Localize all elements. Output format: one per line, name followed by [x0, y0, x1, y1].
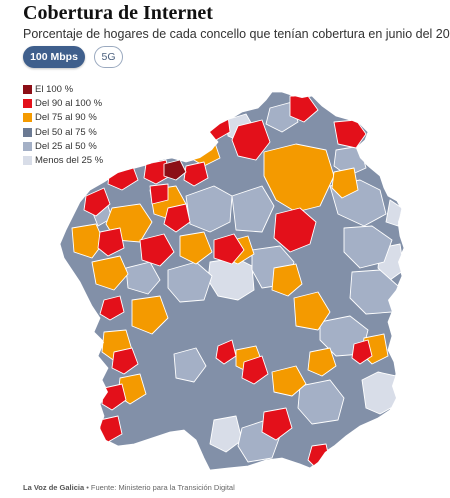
- region-90-100: [215, 339, 237, 365]
- region-90-100: [231, 119, 271, 161]
- brand-label: La Voz de Galicia: [23, 483, 85, 492]
- map-legend: El 100 % Del 90 al 100 % Del 75 al 90 % …: [23, 82, 103, 168]
- region-25-50: [231, 185, 275, 233]
- legend-swatch: [23, 98, 32, 108]
- region-90-100: [139, 233, 175, 267]
- legend-item-90-100: Del 90 al 100 %: [23, 96, 103, 110]
- region-75-90: [263, 143, 335, 213]
- legend-item-75-90: Del 75 al 90 %: [23, 111, 103, 125]
- legend-label: Del 25 al 50 %: [35, 140, 97, 152]
- legend-item-25-50: Del 25 al 50 %: [23, 139, 103, 153]
- legend-swatch: [23, 113, 32, 123]
- region-75-90: [131, 295, 169, 335]
- legend-swatch: [23, 156, 32, 166]
- legend-item-50-75: Del 50 al 75 %: [23, 125, 103, 139]
- source-footer: La Voz de Galicia • Fuente: Ministerio p…: [23, 483, 235, 492]
- region-90-100: [351, 339, 373, 365]
- region-75-90: [331, 167, 359, 199]
- region-75-90: [271, 365, 307, 397]
- legend-label: El 100 %: [35, 83, 74, 95]
- tab-5g[interactable]: 5G: [94, 46, 123, 68]
- region-25-50: [349, 269, 399, 315]
- region-75-90: [307, 347, 337, 377]
- tab-100-mbps[interactable]: 100 Mbps: [23, 46, 85, 68]
- legend-swatch: [23, 141, 32, 151]
- region-under-25: [209, 415, 243, 453]
- region-75-90: [271, 263, 303, 297]
- region-under-25: [385, 199, 403, 227]
- region-90-100: [273, 207, 317, 253]
- region-90-100: [163, 203, 191, 233]
- legend-swatch: [23, 127, 32, 137]
- legend-label: Del 75 al 90 %: [35, 112, 97, 124]
- speed-tabs: 100 Mbps 5G: [23, 46, 123, 68]
- source-label: • Fuente: Ministerio para la Transición …: [84, 483, 235, 492]
- region-75-90: [293, 291, 331, 331]
- legend-label: Del 90 al 100 %: [35, 97, 103, 109]
- region-90-100: [99, 295, 125, 321]
- page-subtitle: Porcentaje de hogares de cada concello q…: [23, 27, 450, 41]
- region-90-100: [241, 355, 269, 385]
- page-title: Cobertura de Internet: [23, 2, 213, 24]
- region-75-90: [91, 255, 129, 291]
- region-25-50: [297, 379, 345, 425]
- region-90-100: [183, 161, 209, 187]
- region-90-100: [97, 227, 125, 257]
- region-90-100: [101, 383, 127, 411]
- region-25-50: [185, 185, 233, 233]
- legend-label: Del 50 al 75 %: [35, 126, 97, 138]
- legend-item-under-25: Menos del 25 %: [23, 153, 103, 167]
- legend-swatch: [23, 84, 32, 94]
- region-90-100: [111, 347, 139, 375]
- region-25-50: [173, 347, 207, 383]
- region-75-90: [71, 223, 105, 259]
- region-90-100: [83, 187, 111, 217]
- legend-item-100: El 100 %: [23, 82, 103, 96]
- legend-label: Menos del 25 %: [35, 155, 104, 167]
- region-under-25: [361, 371, 399, 415]
- region-75-90: [179, 231, 213, 265]
- region-90-100: [213, 233, 245, 265]
- region-90-100: [143, 159, 171, 185]
- region-90-100: [261, 407, 293, 441]
- region-100: [163, 159, 187, 181]
- region-25-50: [343, 225, 393, 269]
- region-25-50: [125, 261, 161, 295]
- region-90-100: [149, 183, 169, 205]
